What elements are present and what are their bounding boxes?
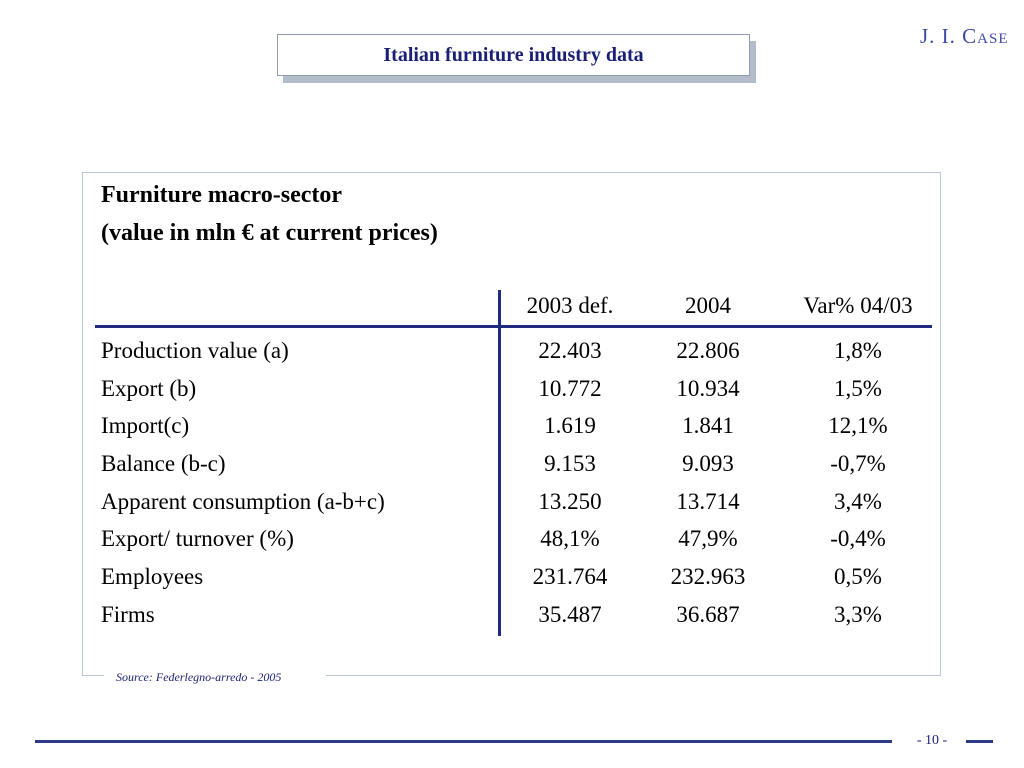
header-rule <box>95 325 932 328</box>
table-row: Balance (b-c) 9.153 9.093 -0,7% <box>0 451 1024 489</box>
value-2004: 13.714 <box>676 488 740 514</box>
row-label: Production value (a) <box>101 338 289 363</box>
value-2003: 35.487 <box>538 601 602 627</box>
footer-rule-right <box>966 740 993 743</box>
table-body: Production value (a) 22.403 22.806 1,8% … <box>0 338 1024 640</box>
page-number: - 10 - <box>916 733 948 748</box>
table-heading-line1: Furniture macro-sector <box>101 182 343 208</box>
column-header-var: Var% 04/03 <box>803 293 913 318</box>
table-row: Employees 231.764 232.963 0,5% <box>0 564 1024 602</box>
value-2003: 13.250 <box>538 488 602 514</box>
row-label: Apparent consumption (a-b+c) <box>101 488 385 514</box>
column-divider <box>498 290 501 636</box>
row-label: Import(c) <box>101 413 190 439</box>
table-row: Import(c) 1.619 1.841 12,1% <box>0 413 1024 451</box>
table-row: Production value (a) 22.403 22.806 1,8% <box>0 338 1024 376</box>
footer-rule-left <box>35 740 892 743</box>
row-label: Export/ turnover (%) <box>101 526 294 552</box>
source-label-background <box>104 668 326 684</box>
value-2004: 9.093 <box>682 451 734 477</box>
value-2004: 22.806 <box>676 338 740 363</box>
table-row: Apparent consumption (a-b+c) 13.250 13.7… <box>0 489 1024 527</box>
value-2004: 232.963 <box>670 564 746 590</box>
column-header-2004: 2004 <box>685 293 731 318</box>
row-label: Export (b) <box>101 375 197 401</box>
table-heading-line2: (value in mln € at current prices) <box>101 220 438 246</box>
column-header-2003: 2003 def. <box>526 293 614 318</box>
value-2003: 10.772 <box>538 375 602 401</box>
slide-title-box: Italian furniture industry data <box>277 34 750 76</box>
table-row: Export (b) 10.772 10.934 1,5% <box>0 376 1024 414</box>
value-var: 3,3% <box>834 601 882 627</box>
value-var: 1,8% <box>834 338 882 363</box>
row-label: Employees <box>101 564 204 590</box>
source-note: Source: Federlegno-arredo - 2005 <box>116 670 282 684</box>
row-label: Balance (b-c) <box>101 451 226 477</box>
table-panel <box>82 172 941 676</box>
value-2003: 48,1% <box>540 526 600 552</box>
value-2004: 10.934 <box>676 375 740 401</box>
value-2003: 1.619 <box>544 413 596 439</box>
value-var: -0,7% <box>830 451 886 477</box>
value-var: 12,1% <box>828 413 888 439</box>
value-2003: 9.153 <box>544 451 596 477</box>
row-label: Firms <box>101 601 155 627</box>
value-2004: 47,9% <box>678 526 738 552</box>
table-row: Export/ turnover (%) 48,1% 47,9% -0,4% <box>0 526 1024 564</box>
value-var: 1,5% <box>834 375 882 401</box>
value-var: 3,4% <box>834 488 882 514</box>
value-2003: 231.764 <box>532 564 608 590</box>
value-var: -0,4% <box>830 526 886 552</box>
company-logo: J. I. Case <box>920 24 1009 48</box>
value-2003: 22.403 <box>538 338 602 363</box>
slide-title: Italian furniture industry data <box>383 43 644 66</box>
value-2004: 36.687 <box>676 601 740 627</box>
value-var: 0,5% <box>834 564 882 590</box>
table-row: Firms 35.487 36.687 3,3% <box>0 602 1024 640</box>
value-2004: 1.841 <box>682 413 734 439</box>
